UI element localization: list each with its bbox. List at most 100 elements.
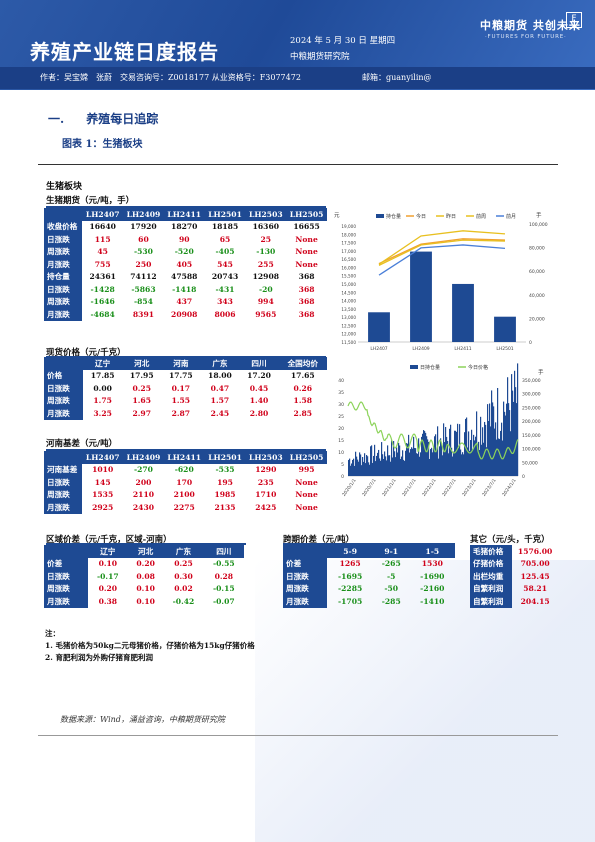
table-row: 河南基差 1010 -270 -620 -535 1290 995 <box>44 463 327 476</box>
author-info: 作者：吴宝嫦 张蔚 交易咨询号：Z0018177 从业资格号：F3077472 <box>40 73 301 82</box>
table-row: 仔猪价格 705.00 <box>470 557 558 570</box>
row-label: 月涨跌 <box>44 308 83 321</box>
table-cell: 0.26 <box>293 383 313 393</box>
table-cell: -0.42 <box>172 596 195 606</box>
header-row: LH2407 LH2409 LH2411 LH2501 LH2503 LH2505 <box>44 451 327 464</box>
row-label: 月涨跌 <box>44 595 88 608</box>
table-row: 周涨跌 -1646 -854 437 343 994 368 <box>44 295 327 308</box>
table-cell: 16360 <box>252 222 280 232</box>
oi-bar <box>380 460 382 476</box>
row-label: 河南基差 <box>44 463 83 476</box>
table-cell: 18185 <box>211 222 239 232</box>
table-cell: 705.00 <box>520 559 550 569</box>
table-cell: 368 <box>298 284 315 294</box>
table-row: 周涨跌 0.20 0.10 0.02 -0.15 <box>44 582 244 595</box>
oi-bar <box>474 440 476 476</box>
spot-title: 现货价格（元/千克） <box>46 348 126 358</box>
column-header: LH2407 <box>82 451 124 464</box>
institute-name: 中粮期货研究院 <box>290 52 350 62</box>
table-cell: 1.40 <box>249 396 269 406</box>
table-cell: -405 <box>215 247 235 257</box>
y-right-tick: 50,000 <box>522 460 538 466</box>
table-cell: 0.45 <box>249 383 269 393</box>
oi-bar <box>462 452 464 476</box>
table-cell: 47588 <box>171 272 198 282</box>
oi-bar <box>352 459 354 476</box>
table-cell: 0.30 <box>174 571 193 581</box>
column-header <box>44 357 84 370</box>
table-row: 日涨跌 -0.17 0.08 0.30 0.28 <box>44 570 244 583</box>
oi-bar <box>500 430 502 476</box>
spread-table: 5-9 9-1 1-5 价差 1265 -265 1530 日涨跌 -1695 -5 -1690 周涨… <box>283 545 455 608</box>
row-label: 日涨跌 <box>283 570 328 583</box>
oi-bar <box>513 401 515 476</box>
row-label: 月涨跌 <box>44 407 84 420</box>
table-cell: -1690 <box>420 571 445 581</box>
row-label: 日涨跌 <box>44 382 84 395</box>
oi-bar <box>363 461 365 476</box>
column-header: 1-5 <box>409 545 455 558</box>
row-label: 周涨跌 <box>44 582 88 595</box>
oi-bar <box>375 461 377 476</box>
oi-bar <box>501 422 503 476</box>
table-row: 毛猪价格 1576.00 <box>470 545 558 558</box>
row-label: 出栏均重 <box>470 570 513 583</box>
y-left-tick: 40 <box>338 378 344 384</box>
column-header: LH2409 <box>123 451 164 464</box>
table-cell: 58.21 <box>523 584 547 594</box>
y-left-tick: 20 <box>338 426 344 432</box>
y-left-tick: 14,500 <box>341 290 356 295</box>
table-cell: 0.25 <box>132 383 151 393</box>
oi-bar <box>490 426 492 476</box>
table-row: 收盘价格 16640 17920 18270 18185 16360 16655 <box>44 220 327 233</box>
table-cell: 0.08 <box>136 571 155 581</box>
y-left-tick: 17,500 <box>341 241 356 246</box>
table-cell: 2.87 <box>171 408 191 418</box>
table-cell: -1695 <box>337 571 363 581</box>
oi-bar <box>441 443 443 476</box>
line-昨日 <box>378 239 506 266</box>
oi-bar <box>449 428 451 476</box>
table-cell: 2430 <box>132 502 155 512</box>
oi-bar <box>349 458 351 476</box>
y-left-tick: 16,000 <box>341 265 356 270</box>
oi-bar <box>398 442 400 476</box>
oi-bar <box>413 436 415 476</box>
oi-bar <box>478 441 480 476</box>
oi-bar <box>419 456 421 476</box>
oi-bar <box>483 442 485 476</box>
right-unit: 手 <box>536 211 542 219</box>
column-header <box>283 545 328 558</box>
column-header: 河北 <box>122 357 162 370</box>
oi-bar <box>362 457 364 476</box>
oi-bar <box>386 460 388 476</box>
oi-bar <box>394 451 396 476</box>
oi-bar <box>436 450 438 476</box>
row-label: 周涨跌 <box>44 394 84 407</box>
oi-bar <box>368 462 370 476</box>
table-cell: 2925 <box>92 502 114 512</box>
oi-bar <box>403 459 405 476</box>
y-right-tick: 100,000 <box>522 447 541 453</box>
oi-bar <box>511 374 513 476</box>
oi-bar <box>467 447 469 476</box>
oi-bar <box>357 459 359 476</box>
y-left-tick: 12,000 <box>341 332 356 337</box>
table-cell: -1428 <box>90 284 115 294</box>
table-cell: -285 <box>381 596 401 606</box>
oi-bar <box>361 465 363 476</box>
oi-bar <box>438 458 440 476</box>
futures-title: 生猪期货（元/吨，手） <box>46 196 135 206</box>
row-label: 日涨跌 <box>44 233 83 246</box>
oi-bar <box>389 455 391 476</box>
table-cell: 1710 <box>255 490 277 500</box>
y-left-tick: 11,500 <box>341 340 356 345</box>
oi-bar <box>470 440 472 476</box>
oi-bar <box>509 410 511 476</box>
table-cell: 2135 <box>214 502 236 512</box>
oi-bar <box>377 452 379 476</box>
table-cell: -2160 <box>420 584 445 594</box>
table-cell: 1.57 <box>210 396 230 406</box>
note-head: 注： <box>45 629 60 638</box>
report-date: 2024 年 5 月 30 日 星期四 <box>290 36 396 46</box>
